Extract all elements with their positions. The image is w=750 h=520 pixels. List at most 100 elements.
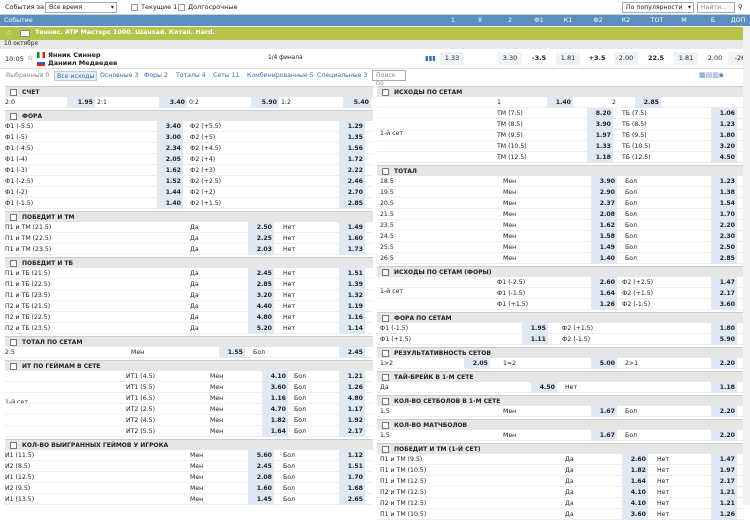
tab-selected[interactable]: Выбранные 0 — [6, 72, 50, 79]
event-odd[interactable]: 1.33 — [440, 52, 464, 65]
odds-button[interactable]: 1.47 — [711, 277, 737, 288]
odds-button[interactable]: 8.20 — [587, 108, 613, 119]
odds-button[interactable]: 4.70 — [262, 404, 288, 415]
section-header[interactable]: ИСХОДЫ ПО СЕТАМ (ФОРЫ) — [377, 266, 745, 277]
odds-button[interactable]: 1.64 — [622, 476, 648, 487]
odds-button[interactable]: 1.44 — [157, 187, 183, 198]
section-header[interactable]: ПОБЕДИТ И ТБ — [5, 257, 373, 268]
odds-button[interactable]: 1.18 — [711, 382, 737, 393]
tab-combined[interactable]: Комбинированные 5 — [247, 72, 314, 79]
odds-button[interactable]: 1.45 — [248, 494, 274, 505]
event-odd[interactable]: 3.30 — [498, 52, 522, 65]
odds-button[interactable]: 1.51 — [339, 461, 365, 472]
odds-button[interactable]: 5.90 — [711, 334, 737, 345]
tab-main[interactable]: Основные 3 — [100, 72, 139, 79]
odds-button[interactable]: 4.10 — [262, 371, 288, 382]
odds-button[interactable]: 5.20 — [248, 323, 274, 334]
tab-fora[interactable]: Форы 2 — [144, 72, 168, 79]
odds-button[interactable]: 1.47 — [711, 454, 737, 465]
odds-button[interactable]: 2.03 — [248, 244, 274, 255]
odds-button[interactable]: 1.80 — [711, 130, 737, 141]
section-header[interactable]: КОЛ-ВО СЕТБОЛОВ В 1-М СЕТЕ — [377, 395, 745, 406]
search-icon[interactable]: ⚲ — [738, 3, 743, 11]
odds-button[interactable]: 1.11 — [522, 334, 548, 345]
section-header[interactable]: ФОРА — [5, 110, 373, 121]
odds-button[interactable]: 3.90 — [587, 119, 613, 130]
odds-button[interactable]: 1.64 — [591, 288, 617, 299]
section-header[interactable]: РЕЗУЛЬТАТИВНОСТЬ СЕТОВ — [377, 347, 745, 358]
odds-button[interactable]: 1.60 — [339, 233, 365, 244]
tab-all[interactable]: Все исходы — [54, 71, 98, 81]
section-header[interactable]: ФОРА ПО СЕТАМ — [377, 312, 745, 323]
current-checkbox[interactable] — [131, 4, 138, 11]
section-header[interactable]: КОЛ-ВО ВЫИГРАННЫХ ГЕЙМОВ У ИГРОКА — [5, 439, 373, 450]
odds-button[interactable]: 1.38 — [711, 187, 737, 198]
odds-button[interactable]: 4.10 — [622, 487, 648, 498]
odds-button[interactable]: 1.39 — [339, 279, 365, 290]
odds-button[interactable]: 1.70 — [711, 209, 737, 220]
odds-button[interactable]: 1.54 — [711, 198, 737, 209]
odds-button[interactable]: 1.64 — [262, 426, 288, 437]
player1-name[interactable]: Янник Синнер — [48, 51, 101, 59]
section-header[interactable]: СЧЕТ — [5, 86, 373, 97]
odds-button[interactable]: 1.40 — [591, 253, 617, 264]
section-checkbox[interactable] — [382, 350, 389, 357]
odds-button[interactable]: 4.50 — [711, 152, 737, 163]
odds-button[interactable]: 1.52 — [157, 176, 183, 187]
odds-button[interactable]: 2.17 — [711, 288, 737, 299]
section-checkbox[interactable] — [382, 446, 389, 453]
odds-button[interactable]: 1.26 — [339, 382, 365, 393]
odds-button[interactable]: 2.22 — [339, 165, 365, 176]
odds-button[interactable]: 3.20 — [711, 141, 737, 152]
odds-button[interactable]: 1.97 — [587, 130, 613, 141]
odds-button[interactable]: 4.10 — [622, 498, 648, 509]
time-select[interactable]: Все время ▾ — [45, 2, 117, 13]
event-odd[interactable]: +3.5 — [585, 52, 609, 65]
odds-button[interactable]: 1.16 — [262, 393, 288, 404]
star-icon[interactable]: ☆ — [6, 29, 13, 37]
odds-button[interactable]: 1.17 — [339, 404, 365, 415]
odds-button[interactable]: 3.60 — [622, 509, 648, 520]
section-checkbox[interactable] — [10, 260, 17, 267]
section-header[interactable]: ПОБЕДИТ И ТМ (1-Й СЕТ) — [377, 443, 745, 454]
odds-button[interactable]: 1.29 — [339, 121, 365, 132]
odds-button[interactable]: 1.40 — [547, 97, 573, 108]
odds-button[interactable]: 1.73 — [339, 244, 365, 255]
odds-button[interactable]: 1.23 — [711, 176, 737, 187]
search-input[interactable]: Найти... — [697, 2, 735, 13]
section-header[interactable]: ТАЙ-БРЕЙК В 1-М СЕТЕ — [377, 371, 745, 382]
odds-button[interactable]: 1.49 — [339, 222, 365, 233]
section-checkbox[interactable] — [10, 363, 17, 370]
section-checkbox[interactable] — [10, 339, 17, 346]
tab-totals[interactable]: Тоталы 4 — [176, 72, 206, 79]
odds-button[interactable]: 2.08 — [248, 472, 274, 483]
section-checkbox[interactable] — [10, 113, 17, 120]
event-odd[interactable]: 2.00 — [703, 52, 727, 65]
odds-button[interactable]: 1.95 — [67, 97, 95, 108]
player2-name[interactable]: Даниил Медведев — [48, 59, 118, 67]
star-icon[interactable]: ☆ — [27, 54, 34, 62]
odds-button[interactable]: 3.90 — [591, 176, 617, 187]
odds-button[interactable]: 5.90 — [251, 97, 279, 108]
odds-button[interactable]: 3.20 — [248, 290, 274, 301]
section-checkbox[interactable] — [382, 398, 389, 405]
layout-icons[interactable]: ▦▤▥▪ — [699, 71, 724, 79]
odds-button[interactable]: 2.25 — [248, 233, 274, 244]
section-header[interactable]: ИСХОДЫ ПО СЕТАМ — [377, 86, 745, 97]
section-header[interactable]: ИТ ПО ГЕЙМАМ В СЕТЕ — [5, 360, 373, 371]
odds-button[interactable]: 1.58 — [591, 231, 617, 242]
championship-bar[interactable]: ☆ Теннис. ATP Мастерс 1000. Шанхай. Кита… — [0, 27, 750, 40]
odds-button[interactable]: 2.05 — [157, 154, 183, 165]
odds-button[interactable]: 1.67 — [591, 430, 617, 441]
odds-button[interactable]: 3.40 — [157, 121, 183, 132]
odds-button[interactable]: 1.60 — [248, 483, 274, 494]
odds-button[interactable]: 1.62 — [591, 220, 617, 231]
odds-button[interactable]: 1.12 — [339, 450, 365, 461]
market-search-input[interactable]: Поиск по — [372, 70, 406, 87]
odds-button[interactable]: 1.21 — [711, 487, 737, 498]
odds-button[interactable]: 2.20 — [711, 220, 737, 231]
odds-button[interactable]: 1.19 — [339, 301, 365, 312]
section-checkbox[interactable] — [382, 269, 389, 276]
tab-sets[interactable]: Сеты 11 — [213, 72, 240, 79]
odds-button[interactable]: 1.56 — [339, 143, 365, 154]
